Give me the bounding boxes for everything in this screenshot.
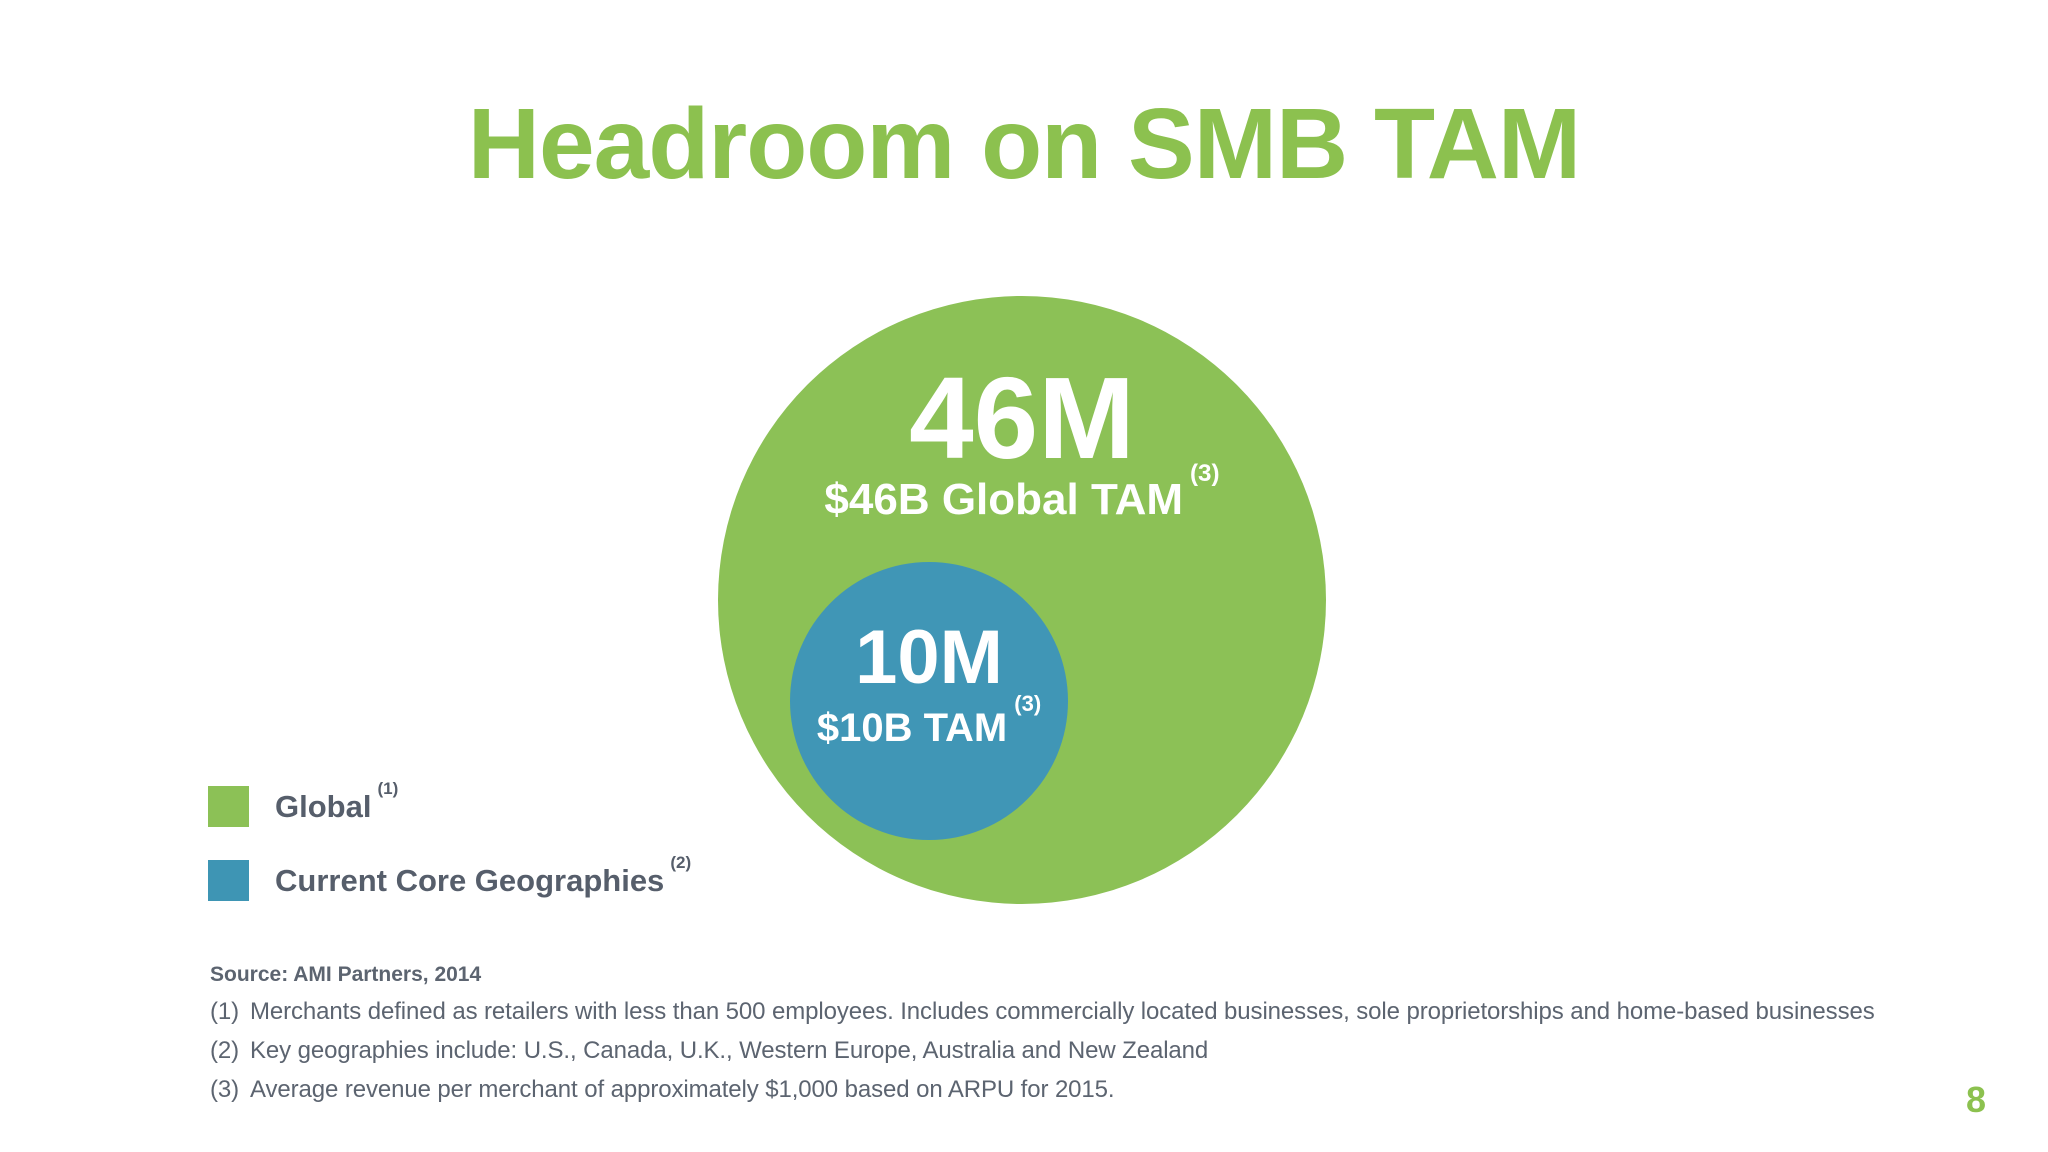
legend-item-global: Global(1)	[208, 780, 691, 827]
footnote-1-text: Merchants defined as retailers with less…	[250, 998, 1875, 1025]
footnote-1-number: (1)	[210, 998, 240, 1025]
footnote-1: (1) Merchants defined as retailers with …	[210, 997, 1910, 1027]
legend: Global(1) Current Core Geographies(2)	[208, 780, 691, 901]
legend-core-footnote-ref: (2)	[670, 852, 692, 872]
core-tam-caption-text: $10B TAM	[816, 706, 1008, 750]
core-geographies-color-swatch	[208, 860, 249, 901]
legend-label-core-geographies-text: Current Core Geographies	[275, 863, 665, 898]
global-tam-caption-text: $46B Global TAM	[824, 475, 1183, 524]
core-merchants-value: 10M	[855, 615, 1003, 700]
footnote-3: (3) Average revenue per merchant of appr…	[210, 1075, 1910, 1105]
core-geographies-circle: 10M $10B TAM(3)	[790, 562, 1068, 840]
footnote-3-text: Average revenue per merchant of approxim…	[250, 1076, 1115, 1103]
page-number: 8	[1965, 1079, 1986, 1120]
core-tam-caption: $10B TAM(3)	[790, 693, 1068, 750]
legend-label-global-text: Global	[275, 789, 372, 824]
footnote-3-number: (3)	[210, 1076, 240, 1103]
global-tam-caption: $46B Global TAM(3)	[718, 462, 1326, 524]
legend-item-core-geographies: Current Core Geographies(2)	[208, 854, 691, 901]
core-tam-footnote-ref: (3)	[1014, 691, 1042, 717]
global-tam-footnote-ref: (3)	[1190, 460, 1220, 488]
legend-label-global: Global(1)	[275, 780, 398, 824]
slide-title: Headroom on SMB TAM	[467, 88, 1581, 200]
source-line: Source: AMI Partners, 2014	[210, 963, 482, 986]
legend-label-core-geographies: Current Core Geographies(2)	[275, 854, 691, 898]
footnotes-block: Source: AMI Partners, 2014 (1) Merchants…	[210, 962, 1910, 1105]
global-color-swatch	[208, 786, 249, 827]
footnote-2: (2) Key geographies include: U.S., Canad…	[210, 1036, 1910, 1066]
legend-global-footnote-ref: (1)	[377, 778, 399, 798]
global-merchants-value: 46M	[909, 353, 1135, 483]
footnote-2-text: Key geographies include: U.S., Canada, U…	[250, 1037, 1209, 1064]
footnote-2-number: (2)	[210, 1037, 240, 1064]
